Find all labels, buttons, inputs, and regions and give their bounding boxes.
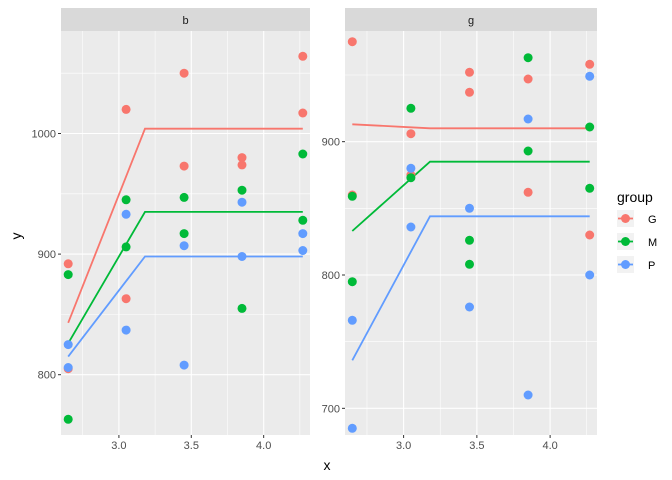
- panels-layer: b 3.0 3.5 4.0 800 900 1000 g 3.0 3.5 4.0 700 800 900: [32, 8, 597, 452]
- series-line-P: [351, 215, 590, 361]
- data-point-P: [121, 325, 131, 335]
- y-tick-label: 900: [322, 137, 340, 149]
- y-tick-label: 1000: [32, 129, 56, 141]
- data-point-G: [237, 160, 247, 170]
- strip-background: [61, 8, 310, 31]
- data-point-M: [585, 183, 595, 193]
- legend-key-point: [621, 260, 630, 269]
- data-point-G: [585, 230, 595, 240]
- data-point-P: [465, 203, 474, 213]
- y-tick-label: 700: [322, 403, 340, 415]
- data-point-M: [121, 242, 131, 252]
- data-point-M: [63, 270, 73, 280]
- x-axis-title: x: [324, 457, 331, 473]
- data-point-G: [179, 161, 189, 171]
- legend-key-point: [621, 237, 630, 246]
- data-point-G: [465, 87, 474, 97]
- panel-background: [345, 31, 597, 435]
- data-point-M: [465, 235, 474, 245]
- data-point-G: [347, 37, 357, 47]
- data-point-M: [585, 122, 595, 132]
- y-tick-label: 900: [38, 249, 56, 261]
- data-point-P: [523, 114, 533, 124]
- data-point-G: [298, 51, 308, 61]
- data-point-P: [298, 229, 308, 239]
- data-point-G: [523, 187, 533, 197]
- legend-label: M: [648, 237, 657, 249]
- series-line-P: [67, 255, 303, 358]
- data-point-M: [298, 215, 308, 225]
- data-point-P: [179, 360, 189, 370]
- data-point-P: [121, 209, 131, 219]
- legend-key-M: M: [617, 233, 657, 250]
- data-point-M: [179, 192, 189, 202]
- data-point-P: [237, 197, 247, 207]
- data-point-P: [63, 340, 73, 350]
- data-point-P: [298, 246, 308, 255]
- legend-key-point: [621, 214, 630, 223]
- data-point-G: [121, 104, 131, 114]
- data-point-P: [465, 302, 474, 312]
- x-tick-label: 3.5: [184, 440, 199, 452]
- legend-key-P: P: [617, 256, 655, 273]
- series-line-G: [67, 127, 303, 324]
- data-point-M: [347, 191, 357, 201]
- x-tick-label: 3.0: [111, 440, 126, 452]
- y-tick-label: 800: [38, 370, 56, 382]
- panel-b: b 3.0 3.5 4.0 800 900 1000: [32, 8, 310, 452]
- panel-g: g 3.0 3.5 4.0 700 800 900: [322, 8, 597, 452]
- data-point-G: [121, 294, 131, 304]
- data-point-M: [406, 173, 416, 183]
- data-point-M: [347, 277, 357, 287]
- data-point-P: [406, 222, 416, 232]
- data-point-P: [63, 363, 73, 372]
- data-point-M: [406, 103, 416, 113]
- data-point-M: [523, 53, 533, 63]
- data-point-P: [237, 252, 247, 261]
- series-line-M: [351, 160, 590, 232]
- data-point-M: [465, 259, 474, 269]
- x-tick-label: 4.0: [256, 440, 271, 452]
- data-point-G: [406, 129, 416, 139]
- legend: group GMP: [617, 189, 657, 273]
- legend-label: P: [648, 260, 655, 272]
- x-tick-label: 3.5: [469, 440, 484, 452]
- data-point-P: [585, 270, 595, 280]
- data-point-M: [298, 149, 308, 159]
- data-point-P: [179, 241, 189, 251]
- data-point-M: [523, 146, 533, 156]
- data-point-M: [179, 229, 189, 239]
- series-line-G: [352, 123, 590, 130]
- data-point-P: [406, 163, 416, 173]
- data-point-M: [63, 414, 73, 424]
- series-line-M: [67, 210, 303, 344]
- data-point-P: [585, 71, 595, 81]
- data-point-M: [237, 303, 247, 313]
- data-point-P: [347, 315, 357, 325]
- data-point-M: [237, 185, 247, 195]
- x-tick-label: 3.0: [396, 440, 411, 452]
- data-point-G: [465, 67, 474, 77]
- y-tick-label: 800: [322, 270, 340, 282]
- strip-background: [345, 8, 597, 31]
- y-axis-title: y: [8, 233, 24, 240]
- data-point-G: [179, 68, 189, 78]
- legend-key-G: G: [617, 210, 657, 227]
- data-point-G: [523, 74, 533, 84]
- strip-label: b: [182, 15, 188, 27]
- data-point-G: [298, 108, 308, 118]
- data-point-G: [585, 59, 595, 69]
- data-point-G: [237, 153, 247, 163]
- data-point-M: [121, 195, 131, 205]
- data-point-G: [63, 259, 73, 269]
- data-point-P: [347, 423, 357, 433]
- legend-keys: GMP: [617, 210, 657, 273]
- legend-title: group: [617, 189, 653, 205]
- data-point-P: [523, 390, 533, 400]
- legend-label: G: [648, 214, 657, 226]
- x-tick-label: 4.0: [542, 440, 557, 452]
- strip-label: g: [468, 15, 474, 27]
